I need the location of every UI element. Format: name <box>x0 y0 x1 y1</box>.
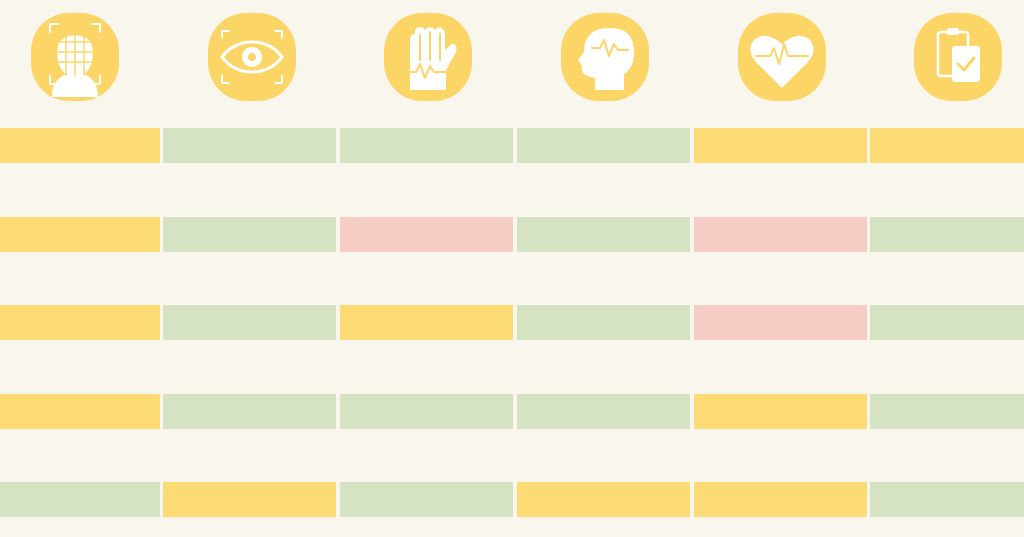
status-cell <box>163 305 336 340</box>
status-cell <box>163 394 336 429</box>
status-cell <box>340 217 513 252</box>
status-cell <box>517 217 690 252</box>
eye-icon <box>208 13 296 101</box>
icon-row <box>31 13 1002 101</box>
clipboard-icon <box>914 13 1002 101</box>
status-cell <box>870 394 1024 429</box>
status-cell <box>0 482 160 517</box>
status-cell <box>340 394 513 429</box>
status-cell <box>694 482 867 517</box>
status-grid <box>0 128 1024 517</box>
status-cell <box>340 128 513 163</box>
status-cell <box>163 217 336 252</box>
status-cell <box>163 482 336 517</box>
status-cell <box>694 394 867 429</box>
status-cell <box>694 217 867 252</box>
status-cell <box>163 128 336 163</box>
brain-icon <box>561 13 649 101</box>
face-scan-icon <box>31 13 119 101</box>
status-cell <box>694 128 867 163</box>
status-cell <box>694 305 867 340</box>
status-cell <box>517 305 690 340</box>
status-cell <box>870 217 1024 252</box>
status-cell <box>870 128 1024 163</box>
status-cell <box>870 305 1024 340</box>
status-cell <box>870 482 1024 517</box>
status-cell <box>517 394 690 429</box>
status-cell <box>0 305 160 340</box>
status-cell <box>0 128 160 163</box>
heart-icon <box>738 13 826 101</box>
status-cell <box>517 482 690 517</box>
status-cell <box>340 482 513 517</box>
status-cell <box>340 305 513 340</box>
status-cell <box>0 217 160 252</box>
status-cell <box>0 394 160 429</box>
status-cell <box>517 128 690 163</box>
hand-icon <box>384 13 472 101</box>
